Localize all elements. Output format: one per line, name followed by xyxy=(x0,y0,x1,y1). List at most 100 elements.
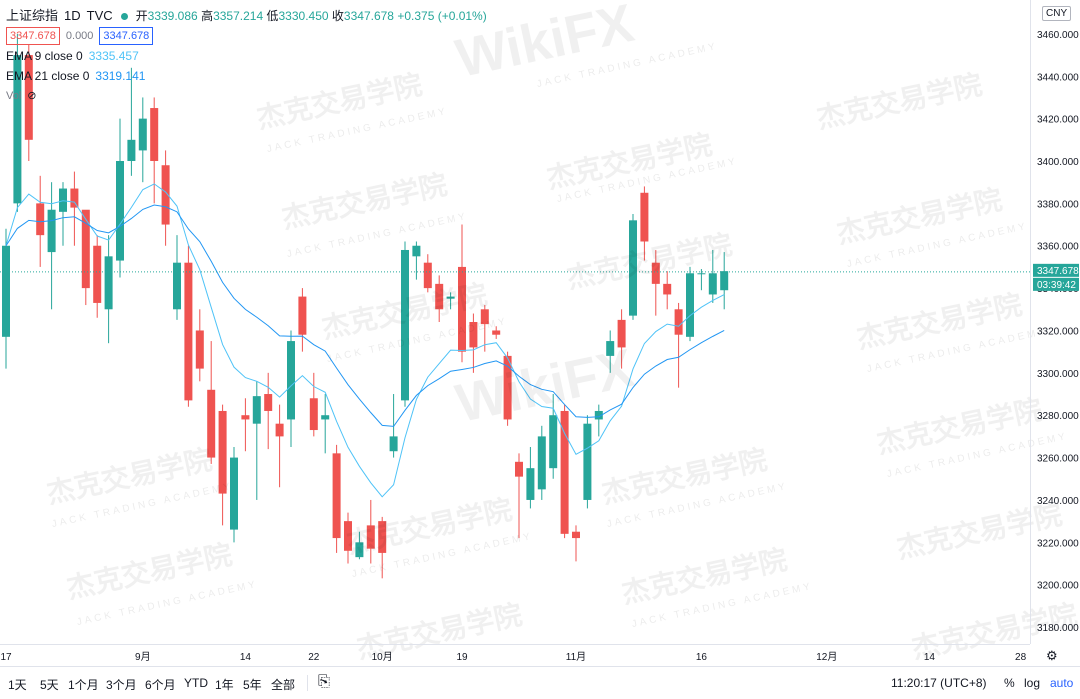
candlestick-chart[interactable] xyxy=(0,0,1030,644)
candle-body[interactable] xyxy=(24,55,33,140)
candle-body[interactable] xyxy=(173,262,181,310)
candle-body[interactable] xyxy=(230,457,238,530)
buy-price-box[interactable]: 3347.678 xyxy=(99,27,154,45)
percent-toggle[interactable]: % xyxy=(1004,676,1015,690)
range-6m-button[interactable]: 6个月 xyxy=(145,678,176,692)
candle-body[interactable] xyxy=(81,209,90,289)
candle-body[interactable] xyxy=(332,453,341,539)
candle-body[interactable] xyxy=(93,245,102,303)
candle-body[interactable] xyxy=(686,273,694,337)
candle-body[interactable] xyxy=(606,341,615,356)
candle-body[interactable] xyxy=(412,245,421,257)
candle-body[interactable] xyxy=(207,389,216,458)
candle-body[interactable] xyxy=(651,262,660,284)
chart-settings-icon[interactable]: ⚙ xyxy=(1046,648,1058,663)
candle-body[interactable] xyxy=(70,188,79,208)
candle-body[interactable] xyxy=(47,209,56,253)
candle-body[interactable] xyxy=(275,423,284,437)
clock-time[interactable]: 11:20:17 (UTC+8) xyxy=(891,676,987,690)
date-range-icon[interactable]: ⎘ xyxy=(318,673,331,690)
candle-body[interactable] xyxy=(241,415,250,420)
divider xyxy=(307,675,308,691)
candle-body[interactable] xyxy=(355,542,364,558)
candle-body[interactable] xyxy=(537,436,546,490)
candle-body[interactable] xyxy=(218,410,227,494)
candle-body[interactable] xyxy=(321,415,330,420)
range-3m-button[interactable]: 3个月 xyxy=(106,678,137,692)
candle-body[interactable] xyxy=(195,330,204,369)
candle-body[interactable] xyxy=(13,55,22,204)
candle-body[interactable] xyxy=(2,245,10,337)
price-tick-label: 3440.000 xyxy=(1037,72,1079,83)
candle-body[interactable] xyxy=(663,283,672,295)
bottom-toolbar: 1天 5天 1个月 3个月 6个月 YTD 1年 5年 全部 ⎘ 11:20:1… xyxy=(0,666,1080,699)
symbol-name[interactable]: 上证综指 xyxy=(6,8,59,23)
ema21-label[interactable]: EMA 21 close 0 xyxy=(6,69,90,83)
price-axis[interactable]: 3180.000 3200.000 3220.000 3240.000 3260.000… xyxy=(1030,0,1080,644)
chart-area[interactable] xyxy=(0,0,1030,644)
candle-body[interactable] xyxy=(515,461,523,477)
candle-body[interactable] xyxy=(492,330,501,335)
candle-body[interactable] xyxy=(572,531,580,539)
candle-body[interactable] xyxy=(309,398,318,431)
candle-body[interactable] xyxy=(389,436,398,452)
candle-body[interactable] xyxy=(161,165,170,225)
candle-body[interactable] xyxy=(184,262,193,401)
candle-body[interactable] xyxy=(104,256,113,310)
candle-body[interactable] xyxy=(458,266,466,352)
candle-body[interactable] xyxy=(59,188,67,212)
candle-body[interactable] xyxy=(629,220,637,316)
auto-toggle[interactable]: auto xyxy=(1050,676,1074,690)
candle-body[interactable] xyxy=(674,309,683,335)
price-tick-label: 3220.000 xyxy=(1037,538,1079,549)
candle-body[interactable] xyxy=(127,139,136,161)
interval-label[interactable]: 1D xyxy=(64,8,81,23)
range-1d-button[interactable]: 1天 xyxy=(8,678,27,692)
ema9-line xyxy=(5,183,725,498)
volume-label[interactable]: Vol xyxy=(6,90,22,102)
time-tick-label: 12月 xyxy=(816,651,837,663)
candle-body[interactable] xyxy=(446,296,455,299)
candle-body[interactable] xyxy=(344,521,352,551)
candle-body[interactable] xyxy=(401,249,409,401)
candle-body[interactable] xyxy=(116,161,124,261)
range-1y-button[interactable]: 1年 xyxy=(215,678,234,692)
candle-body[interactable] xyxy=(549,415,558,469)
candle-body[interactable] xyxy=(264,394,273,411)
candle-body[interactable] xyxy=(503,355,512,420)
candle-body[interactable] xyxy=(150,108,159,161)
candle-body[interactable] xyxy=(617,319,626,348)
ema9-label[interactable]: EMA 9 close 0 xyxy=(6,49,83,63)
range-5d-button[interactable]: 5天 xyxy=(40,678,59,692)
range-1m-button[interactable]: 1个月 xyxy=(68,678,99,692)
market-status-icon xyxy=(120,12,128,20)
range-5y-button[interactable]: 5年 xyxy=(243,678,262,692)
candle-body[interactable] xyxy=(252,396,261,424)
last-price-text: 3347.678 xyxy=(1037,266,1079,277)
candle-body[interactable] xyxy=(594,410,603,420)
candle-body[interactable] xyxy=(138,118,147,151)
candle-body[interactable] xyxy=(287,341,295,420)
candle-body[interactable] xyxy=(480,309,489,325)
candle-body[interactable] xyxy=(298,296,307,335)
range-all-button[interactable]: 全部 xyxy=(271,678,296,692)
range-ytd-button[interactable]: YTD xyxy=(184,676,208,690)
time-axis[interactable]: 17 9月 14 22 10月 19 11月 16 12月 14 28 xyxy=(0,644,1030,667)
candle-body[interactable] xyxy=(366,525,375,549)
log-toggle[interactable]: log xyxy=(1024,676,1041,690)
sell-price-box[interactable]: 3347.678 xyxy=(6,27,60,45)
candle-body[interactable] xyxy=(708,273,717,295)
candle-body[interactable] xyxy=(583,423,592,500)
candle-body[interactable] xyxy=(378,521,387,553)
candle-body[interactable] xyxy=(526,468,535,500)
candle-body[interactable] xyxy=(697,273,706,275)
candle-body[interactable] xyxy=(720,271,729,291)
candle-body[interactable] xyxy=(423,262,432,289)
candle-body[interactable] xyxy=(36,203,45,236)
currency-badge[interactable]: CNY xyxy=(1042,6,1072,21)
candle-body[interactable] xyxy=(640,192,649,242)
eye-hidden-icon[interactable]: ⊘ xyxy=(27,90,37,102)
candle-body[interactable] xyxy=(560,410,569,534)
candle-body[interactable] xyxy=(435,283,444,310)
candle-body[interactable] xyxy=(469,322,478,348)
